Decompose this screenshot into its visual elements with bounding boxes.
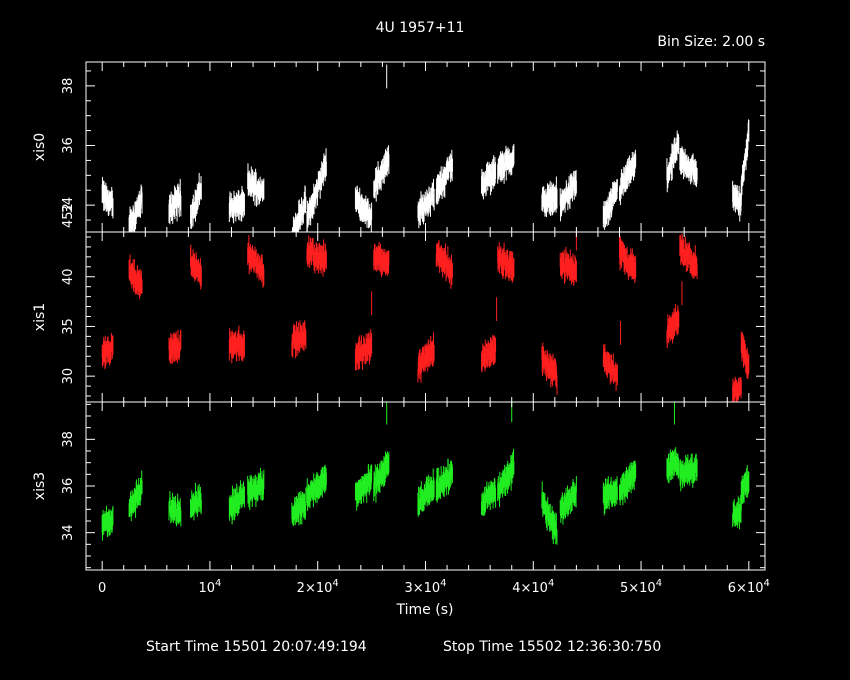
x-tick-label: 5×104: [620, 578, 662, 596]
y-tick-label: 30: [61, 368, 76, 385]
y-tick-label: 36: [61, 137, 76, 154]
chart-title: 4U 1957+11: [376, 20, 465, 36]
y-tick-label: 34: [61, 524, 76, 541]
y-axis-label: xis3: [32, 472, 48, 500]
stop-time: Stop Time 15502 12:36:30:750: [443, 639, 661, 655]
x-tick-label: 2×104: [297, 578, 339, 596]
y-tick-label: 38: [61, 78, 76, 95]
series-xis0: [101, 64, 750, 232]
panel-frame: [85, 231, 766, 403]
panels: 34 36 38 452 xis0 30 35 40 xis1 34 36 38 xis3: [32, 61, 766, 571]
x-tick-label: 3×104: [404, 578, 446, 596]
y-axis-label: xis0: [32, 133, 48, 161]
bin-size-label: Bin Size: 2.00 s: [657, 34, 765, 50]
series-xis3: [101, 402, 750, 545]
y-axis-label: xis1: [32, 303, 48, 331]
y-tick-label: 40: [61, 268, 76, 285]
x-axis-label: Time (s): [396, 602, 454, 618]
panel-xis1: 30 35 40 xis1: [32, 231, 766, 403]
x-tick-label: 6×104: [728, 578, 770, 596]
panel-xis3: 34 36 38 xis3: [32, 401, 766, 571]
x-tick-label: 4×104: [512, 578, 554, 596]
y-tick-label: 35: [61, 318, 76, 335]
panel-xis0: 34 36 38 452 xis0: [32, 61, 766, 233]
start-time: Start Time 15501 20:07:49:194: [146, 639, 367, 655]
y-tick-label: 34: [61, 197, 76, 214]
series-xis1: [101, 232, 750, 402]
x-axis: 0 104 2×104 3×104 4×104 5×104 6×104: [98, 578, 770, 596]
y-tick-label: 38: [61, 431, 76, 448]
y-tick-label: 36: [61, 478, 76, 495]
y-corner-label: 452: [61, 203, 76, 228]
x-tick-label: 104: [198, 578, 221, 596]
x-tick-label: 0: [98, 581, 106, 596]
